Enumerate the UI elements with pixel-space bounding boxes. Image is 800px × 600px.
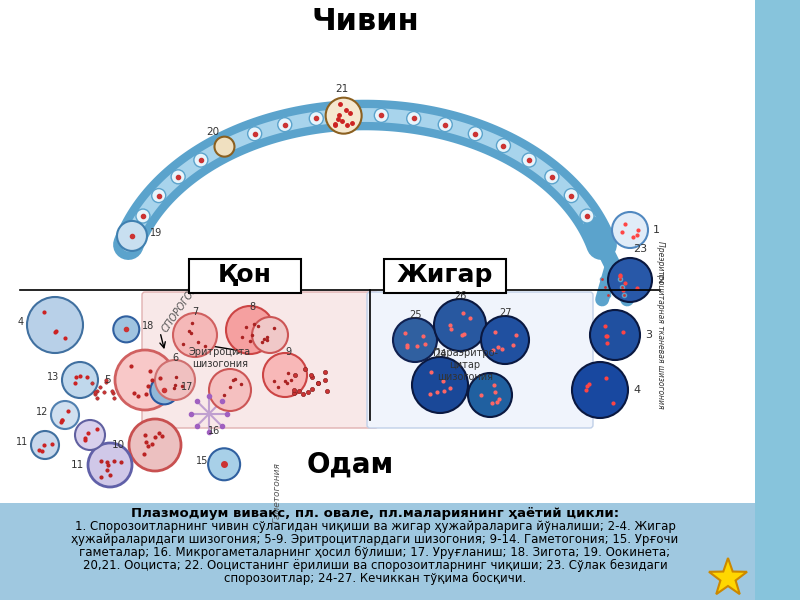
Text: Преэритроцитарная тканевая шизогония: Преэритроцитарная тканевая шизогония bbox=[655, 241, 665, 409]
Text: 9: 9 bbox=[285, 347, 291, 357]
Text: СПОРОГОНИЯ: СПОРОГОНИЯ bbox=[160, 271, 208, 334]
Circle shape bbox=[248, 127, 262, 141]
Circle shape bbox=[590, 310, 640, 360]
Circle shape bbox=[150, 376, 178, 404]
FancyBboxPatch shape bbox=[0, 0, 755, 503]
Circle shape bbox=[310, 112, 323, 125]
Text: 1. Спорозоитларнинг чивин сўлагидан чиқиши ва жигар ҳужайраларига йўналиши; 2-4.: 1. Спорозоитларнинг чивин сўлагидан чиқи… bbox=[74, 520, 675, 533]
Text: 25: 25 bbox=[409, 310, 422, 320]
Text: 18: 18 bbox=[142, 322, 154, 331]
Circle shape bbox=[173, 313, 217, 357]
FancyBboxPatch shape bbox=[384, 259, 506, 293]
Text: 5: 5 bbox=[104, 375, 111, 385]
Circle shape bbox=[434, 299, 486, 351]
Text: 16: 16 bbox=[208, 425, 220, 436]
Text: Чивин: Чивин bbox=[311, 7, 419, 37]
Circle shape bbox=[468, 127, 482, 141]
Circle shape bbox=[27, 297, 83, 353]
Circle shape bbox=[88, 443, 132, 487]
Circle shape bbox=[51, 401, 79, 429]
FancyBboxPatch shape bbox=[755, 0, 800, 600]
Circle shape bbox=[219, 139, 234, 152]
Text: 20: 20 bbox=[206, 127, 219, 137]
Circle shape bbox=[115, 350, 175, 410]
Circle shape bbox=[62, 362, 98, 398]
Text: 7: 7 bbox=[192, 307, 198, 317]
Text: 4: 4 bbox=[633, 385, 640, 395]
Circle shape bbox=[374, 109, 388, 122]
Text: 26: 26 bbox=[454, 291, 466, 301]
Text: 23: 23 bbox=[633, 244, 647, 254]
Text: 19: 19 bbox=[150, 228, 162, 238]
Text: 3: 3 bbox=[645, 330, 652, 340]
Circle shape bbox=[393, 318, 437, 362]
Text: Эритроцита
шизогония: Эритроцита шизогония bbox=[189, 347, 251, 369]
Text: Одам: Одам bbox=[306, 451, 394, 479]
Circle shape bbox=[171, 170, 185, 184]
Text: 20,21. Ооциста; 22. Ооцистанинг ёрилиши ва спорозоитларнинг чиқиши; 23. Сўлак бе: 20,21. Ооциста; 22. Ооцистанинг ёрилиши … bbox=[82, 559, 667, 572]
Circle shape bbox=[522, 153, 536, 167]
Text: 12: 12 bbox=[36, 407, 48, 417]
Circle shape bbox=[31, 431, 59, 459]
Text: спорозоитлар; 24-27. Кечиккан тўқима босқичи.: спорозоитлар; 24-27. Кечиккан тўқима бос… bbox=[224, 572, 526, 585]
Text: 1: 1 bbox=[653, 225, 660, 235]
Circle shape bbox=[545, 170, 559, 184]
Circle shape bbox=[136, 209, 150, 223]
Circle shape bbox=[263, 353, 307, 397]
Circle shape bbox=[612, 212, 648, 248]
Circle shape bbox=[497, 139, 510, 152]
Text: 15: 15 bbox=[196, 456, 208, 466]
Circle shape bbox=[481, 316, 529, 364]
FancyBboxPatch shape bbox=[367, 292, 593, 428]
Text: Жигар: Жигар bbox=[397, 263, 493, 287]
Circle shape bbox=[152, 188, 166, 203]
Text: 6: 6 bbox=[172, 353, 178, 363]
Circle shape bbox=[564, 188, 578, 203]
Text: 13: 13 bbox=[46, 372, 59, 382]
Text: 10: 10 bbox=[112, 440, 125, 450]
Text: Плазмодиум вивакс, пл. овале, пл.малариянинг ҳаётий цикли:: Плазмодиум вивакс, пл. овале, пл.малария… bbox=[131, 507, 619, 520]
Text: 8: 8 bbox=[249, 302, 255, 312]
Circle shape bbox=[608, 258, 652, 302]
Circle shape bbox=[406, 112, 421, 125]
Text: Параэритро-
цитар
шизогония: Параэритро- цитар шизогония bbox=[433, 349, 498, 382]
Text: 11: 11 bbox=[16, 437, 28, 447]
Circle shape bbox=[114, 316, 139, 343]
Circle shape bbox=[214, 137, 234, 157]
Circle shape bbox=[155, 360, 195, 400]
Text: 4: 4 bbox=[18, 317, 24, 327]
Text: 17: 17 bbox=[182, 382, 194, 392]
Circle shape bbox=[226, 306, 274, 354]
Circle shape bbox=[194, 153, 208, 167]
Circle shape bbox=[208, 448, 240, 480]
Circle shape bbox=[209, 369, 251, 411]
Circle shape bbox=[129, 419, 181, 471]
Circle shape bbox=[412, 357, 468, 413]
Text: 11: 11 bbox=[70, 460, 84, 470]
Circle shape bbox=[117, 221, 147, 251]
FancyBboxPatch shape bbox=[189, 259, 301, 293]
FancyBboxPatch shape bbox=[0, 503, 755, 600]
Text: 2: 2 bbox=[657, 275, 664, 285]
Text: Гаметогония: Гаметогония bbox=[273, 463, 282, 523]
Text: 21: 21 bbox=[335, 83, 348, 94]
Polygon shape bbox=[709, 558, 747, 594]
Text: ҳужайраларидаги шизогония; 5-9. Эритроцитлардаги шизогония; 9-14. Гаметогония; 1: ҳужайраларидаги шизогония; 5-9. Эритроци… bbox=[71, 533, 678, 546]
Circle shape bbox=[75, 420, 105, 450]
Circle shape bbox=[580, 209, 594, 223]
Circle shape bbox=[572, 362, 628, 418]
Text: 27: 27 bbox=[498, 308, 511, 318]
Circle shape bbox=[468, 373, 512, 417]
Circle shape bbox=[326, 98, 362, 134]
Circle shape bbox=[278, 118, 292, 131]
Circle shape bbox=[342, 109, 356, 122]
Text: гаметалар; 16. Микрогаметаларнинг ҳосил бўлиши; 17. Уруғланиш; 18. Зигота; 19. О: гаметалар; 16. Микрогаметаларнинг ҳосил … bbox=[79, 546, 670, 559]
Circle shape bbox=[252, 317, 288, 353]
Text: Қон: Қон bbox=[218, 263, 272, 287]
Circle shape bbox=[438, 118, 452, 131]
FancyBboxPatch shape bbox=[142, 292, 378, 428]
Text: 24: 24 bbox=[434, 349, 446, 359]
